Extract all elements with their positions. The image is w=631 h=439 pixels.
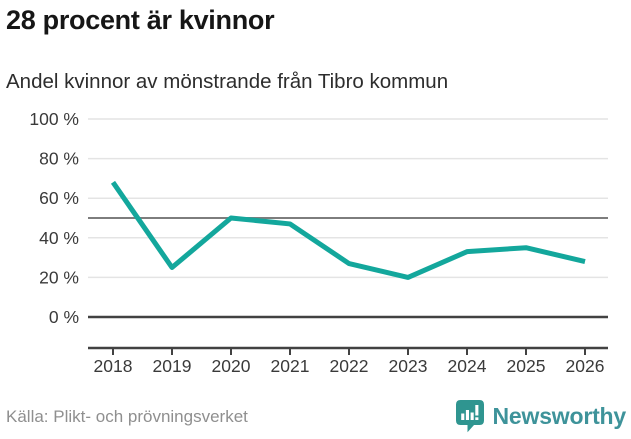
y-tick-label: 60 % [39, 188, 79, 208]
x-tick-label: 2020 [212, 356, 251, 376]
logo-bar-1 [460, 413, 464, 420]
y-tick-label: 0 % [49, 307, 79, 327]
y-tick-label: 80 % [39, 149, 79, 169]
logo-bar-2 [465, 410, 469, 420]
chart-subtitle: Andel kvinnor av mönstrande från Tibro k… [6, 70, 449, 93]
x-tick-label: 2024 [448, 356, 487, 376]
newsworthy-logo-icon [455, 400, 484, 433]
x-tick-label: 2022 [330, 356, 369, 376]
y-tick-label: 20 % [39, 267, 79, 287]
series-line [110, 180, 586, 280]
y-tick-label: 40 % [39, 228, 79, 248]
newsworthy-logo: Newsworthy [455, 399, 626, 433]
x-tick-label: 2023 [389, 356, 428, 376]
x-tick-label: 2025 [507, 356, 546, 376]
y-tick-label: 100 % [29, 109, 79, 129]
x-tick-label: 2019 [153, 356, 192, 376]
chart-title: 28 procent är kvinnor [6, 5, 275, 35]
x-tick-label: 2018 [94, 356, 133, 376]
line-chart: 0 % 20 % 40 % 60 % 80 % 100 % 2018 2019 2020 2021… [29, 109, 608, 376]
source-note: Källa: Plikt- och prövningsverket [6, 407, 248, 426]
logo-exclamation-bar [474, 405, 478, 416]
brand-name: Newsworthy [492, 402, 627, 429]
logo-exclamation-dot [474, 417, 478, 420]
x-tick-label: 2026 [566, 356, 605, 376]
logo-bar-3 [470, 412, 474, 420]
logo-bubble-shape [455, 400, 484, 433]
x-tick-label: 2021 [271, 356, 310, 376]
